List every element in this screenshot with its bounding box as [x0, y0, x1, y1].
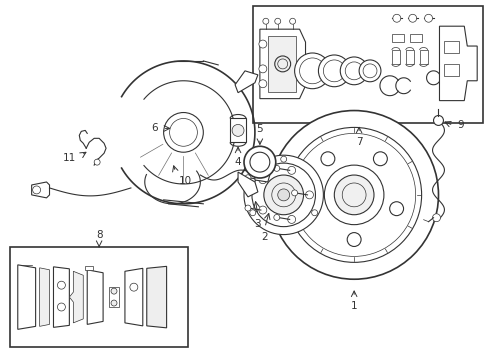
Text: 2: 2 — [261, 231, 267, 242]
Circle shape — [258, 206, 266, 214]
Circle shape — [274, 56, 290, 72]
Polygon shape — [32, 182, 49, 198]
Circle shape — [244, 175, 250, 181]
Text: 8: 8 — [96, 230, 102, 239]
Circle shape — [424, 14, 432, 22]
Circle shape — [305, 191, 313, 199]
Circle shape — [320, 152, 334, 166]
Polygon shape — [238, 172, 257, 197]
Circle shape — [244, 155, 323, 235]
Circle shape — [258, 176, 266, 184]
Polygon shape — [85, 266, 93, 270]
Polygon shape — [69, 271, 83, 323]
Circle shape — [304, 202, 318, 216]
Circle shape — [258, 80, 266, 88]
Circle shape — [258, 65, 266, 73]
Circle shape — [33, 186, 41, 194]
Text: 5: 5 — [256, 124, 263, 134]
Circle shape — [232, 125, 244, 136]
Bar — [391, 34, 403, 42]
Circle shape — [346, 233, 360, 247]
Circle shape — [334, 175, 373, 215]
Polygon shape — [254, 168, 269, 182]
Bar — [444, 41, 458, 53]
Circle shape — [433, 116, 443, 125]
Circle shape — [57, 303, 65, 311]
Circle shape — [264, 175, 303, 215]
Circle shape — [273, 165, 279, 171]
Bar — [252, 6, 482, 123]
Circle shape — [389, 202, 403, 216]
Circle shape — [273, 215, 279, 220]
Polygon shape — [235, 71, 257, 93]
Circle shape — [373, 152, 386, 166]
Text: 1: 1 — [350, 301, 357, 311]
Text: 6: 6 — [151, 123, 157, 134]
Circle shape — [287, 215, 295, 224]
Circle shape — [358, 60, 380, 82]
Circle shape — [244, 146, 275, 178]
Bar — [10, 247, 188, 347]
Polygon shape — [439, 26, 476, 100]
Text: 3: 3 — [254, 219, 261, 229]
Circle shape — [280, 156, 286, 162]
Circle shape — [340, 57, 367, 85]
Text: 11: 11 — [63, 153, 76, 163]
Circle shape — [269, 111, 438, 279]
Polygon shape — [146, 266, 166, 328]
Circle shape — [294, 53, 330, 89]
Polygon shape — [267, 36, 295, 92]
Bar — [109, 287, 119, 307]
Circle shape — [311, 210, 317, 216]
Polygon shape — [53, 267, 69, 327]
Bar — [391, 50, 399, 64]
Polygon shape — [124, 268, 142, 326]
Circle shape — [258, 40, 266, 48]
Circle shape — [249, 210, 255, 216]
Text: 4: 4 — [234, 157, 241, 167]
Bar — [444, 64, 458, 76]
Circle shape — [111, 300, 117, 306]
Text: 7: 7 — [355, 137, 362, 147]
Circle shape — [277, 189, 289, 201]
Polygon shape — [40, 268, 49, 327]
Circle shape — [244, 205, 250, 211]
Text: 10: 10 — [178, 176, 191, 186]
Circle shape — [263, 18, 268, 24]
Circle shape — [94, 159, 100, 165]
Bar — [409, 34, 421, 42]
Polygon shape — [259, 29, 305, 99]
Circle shape — [291, 190, 297, 196]
Circle shape — [392, 14, 400, 22]
Polygon shape — [18, 265, 36, 329]
Circle shape — [111, 288, 117, 294]
Circle shape — [274, 18, 280, 24]
Circle shape — [289, 18, 295, 24]
Circle shape — [432, 214, 440, 222]
Circle shape — [57, 281, 65, 289]
Bar — [405, 50, 413, 64]
Circle shape — [130, 283, 138, 291]
Circle shape — [408, 14, 416, 22]
Text: 9: 9 — [456, 121, 463, 130]
Bar — [419, 50, 427, 64]
Circle shape — [287, 166, 295, 174]
Polygon shape — [87, 270, 103, 324]
Bar — [230, 118, 245, 142]
Circle shape — [318, 55, 349, 87]
